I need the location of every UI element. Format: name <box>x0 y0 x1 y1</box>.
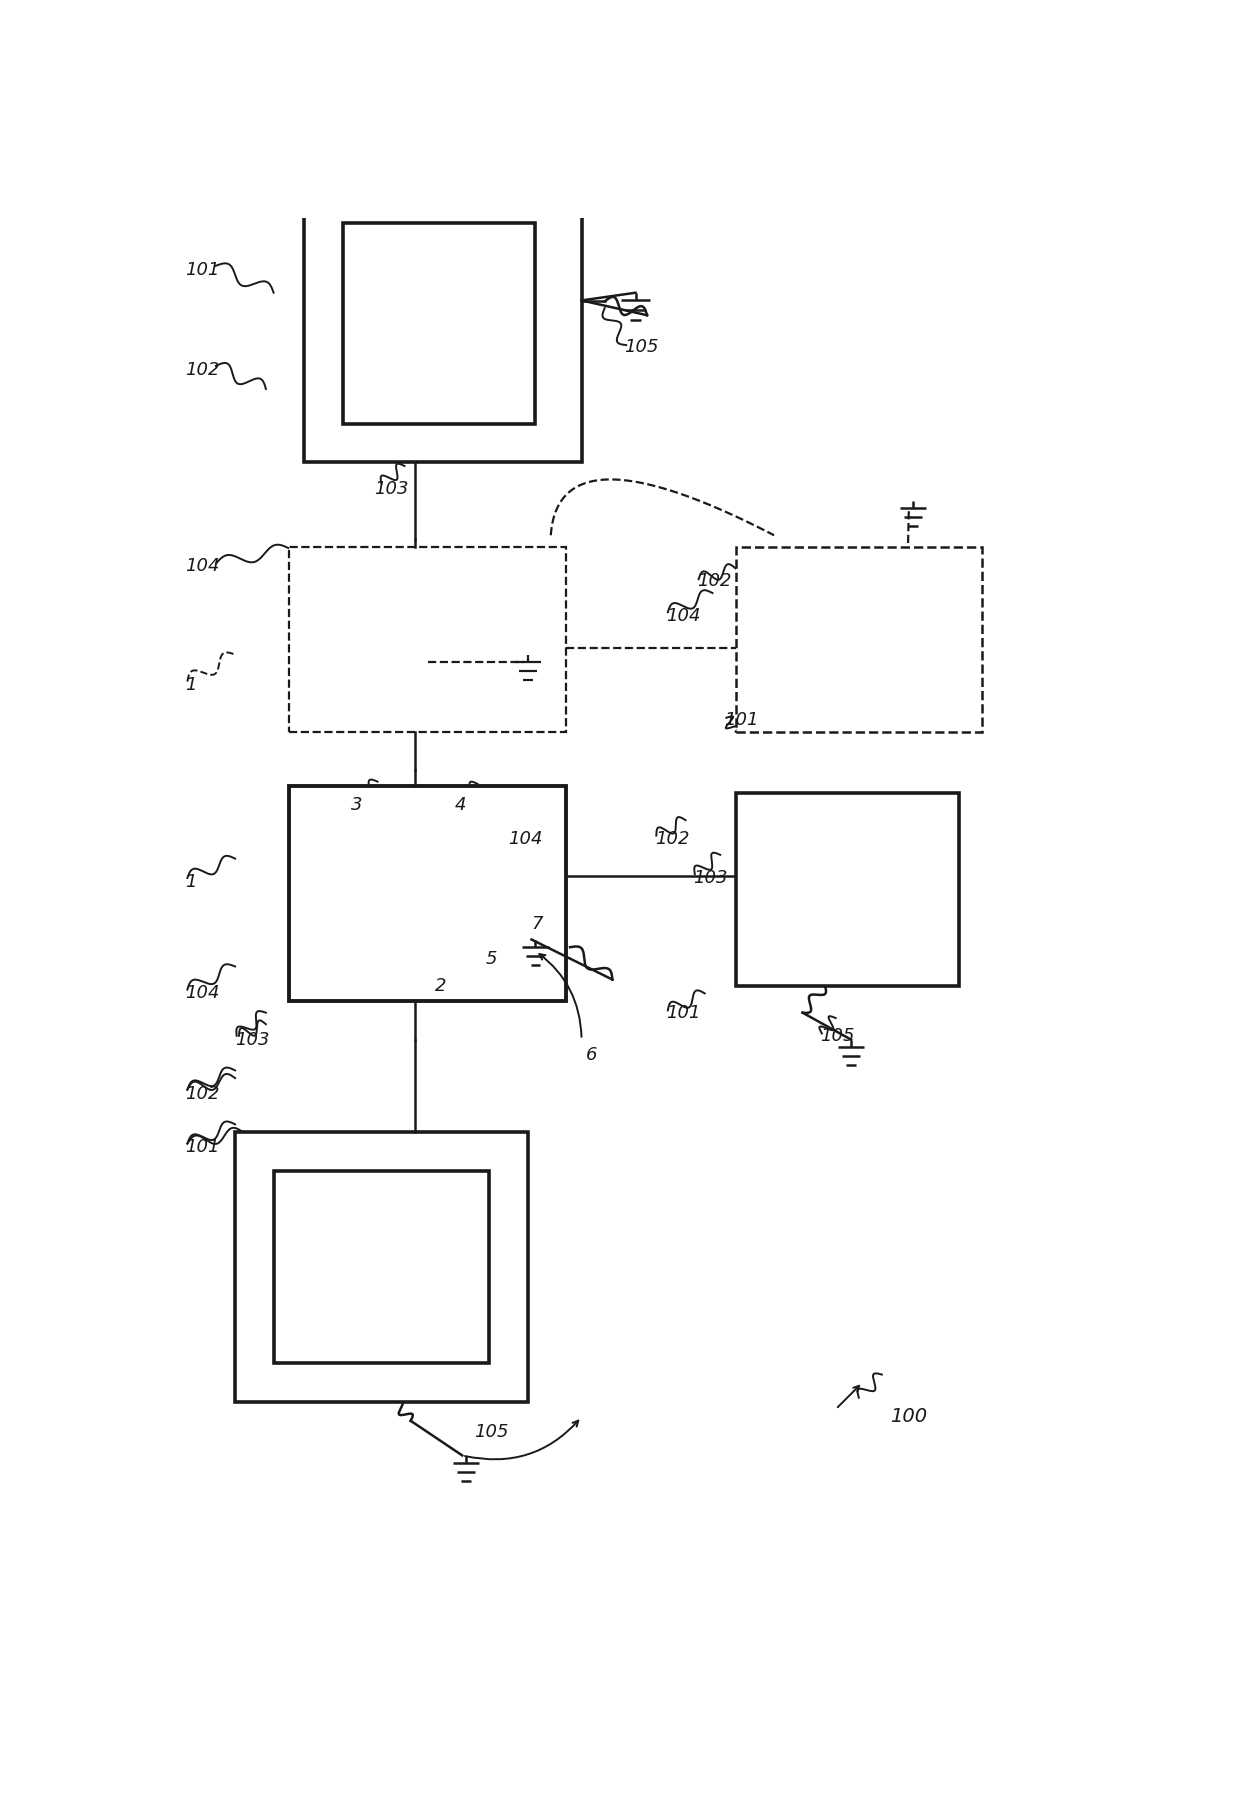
Text: 1: 1 <box>185 676 197 694</box>
Text: 101: 101 <box>185 1139 219 1156</box>
Text: 101: 101 <box>185 260 219 278</box>
Bar <box>343 223 536 423</box>
Text: 104: 104 <box>185 558 219 574</box>
Text: 5: 5 <box>485 950 497 968</box>
Text: 104: 104 <box>666 607 701 625</box>
Text: 102: 102 <box>185 362 219 378</box>
Text: 102: 102 <box>697 572 732 591</box>
Text: 105: 105 <box>624 338 658 356</box>
Text: 104: 104 <box>185 985 219 1003</box>
Bar <box>236 1132 528 1401</box>
Bar <box>304 185 582 462</box>
Bar <box>289 785 567 1001</box>
Text: 105: 105 <box>474 1423 508 1441</box>
Bar <box>735 794 959 987</box>
Text: 103: 103 <box>236 1030 269 1048</box>
Text: 2: 2 <box>435 978 446 994</box>
Text: 101: 101 <box>666 1003 701 1021</box>
Text: 6: 6 <box>585 1047 596 1065</box>
Bar <box>289 547 567 732</box>
Bar <box>274 1170 490 1363</box>
Text: 105: 105 <box>821 1027 854 1045</box>
Text: 7: 7 <box>532 916 543 934</box>
Text: 102: 102 <box>655 830 689 849</box>
Text: 102: 102 <box>185 1085 219 1103</box>
Text: 1: 1 <box>185 872 197 890</box>
Text: 3: 3 <box>351 796 362 814</box>
Text: 4: 4 <box>455 796 466 814</box>
Bar <box>735 547 982 732</box>
Text: 100: 100 <box>889 1408 926 1426</box>
Text: 104: 104 <box>508 830 543 849</box>
Text: 103: 103 <box>693 869 728 887</box>
Text: 103: 103 <box>373 480 408 498</box>
Text: 101: 101 <box>724 710 759 729</box>
